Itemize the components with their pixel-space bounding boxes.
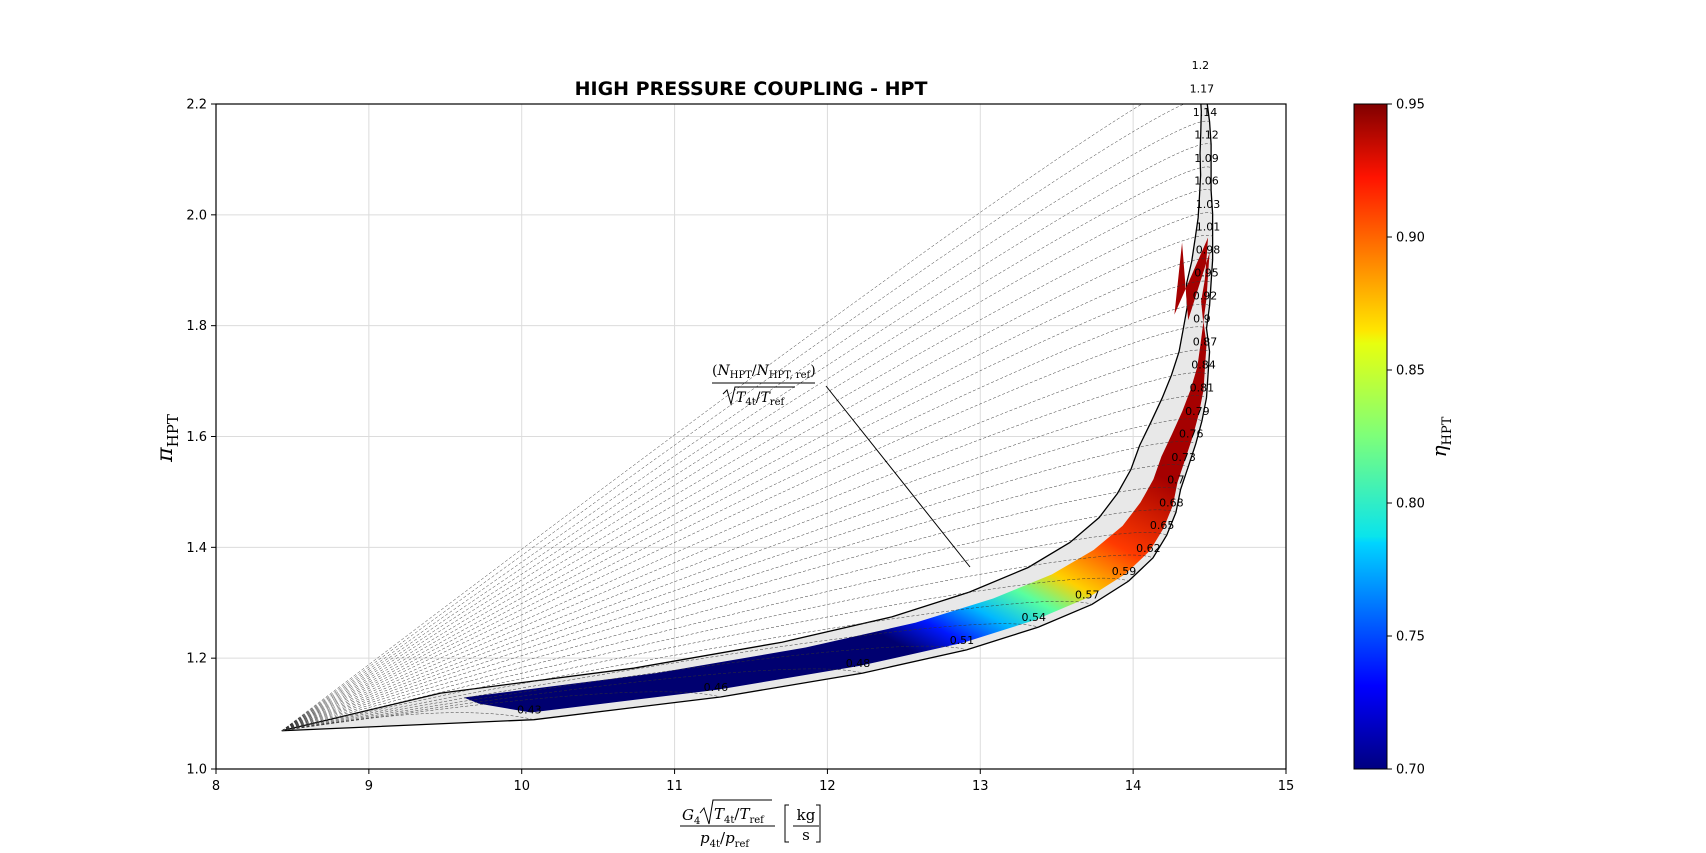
speed-line <box>281 532 1167 732</box>
speed-line <box>281 418 1203 731</box>
svg-text:πHPT: πHPT <box>153 414 182 463</box>
speed-line-label: 1.03 <box>1196 198 1221 211</box>
colorbar-tick-label: 0.80 <box>1396 497 1425 512</box>
speed-line <box>281 577 1129 732</box>
speed-line-label: 0.81 <box>1190 382 1215 395</box>
speed-line-labels: 0.43 0.46 0.48 0.51 0.54 0.57 0.59 0.62 0.65 0.68… <box>517 59 1220 716</box>
speed-line-label: 0.98 <box>1196 244 1221 257</box>
svg-text:(NHPT/NHPT, ref): (NHPT/NHPT, ref) <box>712 363 816 381</box>
x-tick-label: 14 <box>1125 779 1142 794</box>
x-tick-label: 11 <box>666 779 683 794</box>
x-tick-label: 13 <box>972 779 989 794</box>
chart-title: HIGH PRESSURE COUPLING - HPT <box>575 78 928 100</box>
speed-line <box>281 303 1210 731</box>
svg-text:ηHPT: ηHPT <box>1427 416 1455 457</box>
speed-line-label: 0.51 <box>950 634 975 647</box>
y-tick-label: 1.4 <box>186 541 207 556</box>
speed-line <box>281 668 863 732</box>
annotation-leader-line <box>825 385 971 568</box>
colorbar <box>1353 103 1388 770</box>
y-tick-label: 1.0 <box>186 763 207 778</box>
grid <box>215 103 1287 770</box>
svg-text:kg: kg <box>797 806 816 824</box>
speed-line-label: 0.68 <box>1159 496 1184 509</box>
speed-line-annotation: (NHPT/NHPT, ref) T4t/Tref <box>712 363 816 408</box>
x-tick-label: 12 <box>819 779 836 794</box>
speed-line-label: 0.46 <box>704 681 729 694</box>
speed-line-label: 0.65 <box>1150 519 1175 532</box>
speed-line <box>281 509 1177 732</box>
y-tick-label: 1.6 <box>186 430 207 445</box>
colorbar-tick-label: 0.90 <box>1396 231 1425 246</box>
speed-line-label: 0.9 <box>1193 312 1211 325</box>
speed-line <box>281 166 1212 731</box>
speed-line <box>281 326 1207 731</box>
speed-line-label: 1.01 <box>1196 220 1221 233</box>
colorbar-ticks: 0.70 0.75 0.80 0.85 0.90 0.95 <box>1387 98 1425 778</box>
speed-line-label: 0.84 <box>1191 358 1216 371</box>
y-tick-label: 2.2 <box>186 98 207 113</box>
x-tick-label: 15 <box>1278 779 1295 794</box>
speed-line <box>281 623 1039 732</box>
colorbar-tick-label: 0.95 <box>1396 98 1425 113</box>
svg-text:s: s <box>802 826 810 844</box>
colorbar-tick-label: 0.70 <box>1396 763 1425 778</box>
svg-text:p4t/pref: p4t/pref <box>700 829 750 850</box>
colorbar-tick-label: 0.85 <box>1396 364 1425 379</box>
speed-line <box>281 486 1181 732</box>
speed-line <box>281 143 1212 731</box>
x-tick-label: 8 <box>212 779 220 794</box>
speed-line-label: 1.2 <box>1192 59 1210 72</box>
svg-text:T4t/Tref: T4t/Tref <box>736 390 785 408</box>
speed-line <box>281 372 1209 731</box>
x-tick-label: 10 <box>513 779 530 794</box>
speed-line-label: 1.09 <box>1194 152 1219 165</box>
axis-ticks: 8 9 10 11 12 13 14 15 1.0 1.2 1.4 1.6 1.8 2.0 2.2 <box>186 98 1294 795</box>
speed-line-label: 0.43 <box>517 704 542 717</box>
y-axis-label: πHPT <box>153 414 182 463</box>
efficiency-contour-region <box>463 237 1210 713</box>
speed-line-label: 0.7 <box>1167 474 1185 487</box>
x-axis-label: G4 T4t/Tref p4t/pref kg s <box>680 799 821 850</box>
performance-map <box>281 104 1214 732</box>
speed-line-label: 0.59 <box>1112 565 1137 578</box>
speed-line <box>281 104 1185 731</box>
speed-line <box>281 349 1210 731</box>
speed-line-label: 1.12 <box>1194 128 1219 141</box>
speed-line-label: 1.17 <box>1190 82 1215 95</box>
speed-line <box>281 189 1212 731</box>
speed-line-label: 0.73 <box>1171 451 1196 464</box>
speed-line <box>281 280 1212 731</box>
speed-line-label: 0.57 <box>1075 588 1100 601</box>
speed-line-label: 1.14 <box>1193 106 1218 119</box>
speed-line <box>281 235 1213 731</box>
speed-line-label: 0.76 <box>1179 428 1204 441</box>
speed-line-label: 0.95 <box>1194 266 1219 279</box>
colorbar-tick-label: 0.75 <box>1396 630 1425 645</box>
speed-line <box>281 120 1210 731</box>
speed-line-label: 1.06 <box>1194 174 1219 187</box>
speed-line <box>281 212 1213 731</box>
speed-line-label: 0.92 <box>1193 290 1218 303</box>
x-tick-label: 9 <box>365 779 373 794</box>
speed-line <box>281 258 1213 731</box>
y-tick-label: 2.0 <box>186 208 207 223</box>
speed-line-label: 0.48 <box>846 657 871 670</box>
svg-text:T4t/Tref: T4t/Tref <box>714 805 765 826</box>
svg-text:G4: G4 <box>682 806 700 827</box>
speed-line <box>281 395 1207 731</box>
speed-line <box>281 645 967 732</box>
speed-line <box>281 554 1154 732</box>
speed-line-label: 0.87 <box>1193 336 1218 349</box>
speed-line-label: 0.62 <box>1136 542 1161 555</box>
speed-line-label: 0.79 <box>1185 405 1210 418</box>
y-tick-label: 1.2 <box>186 652 207 667</box>
speed-line-label: 0.54 <box>1022 611 1047 624</box>
colorbar-label: ηHPT <box>1427 416 1455 457</box>
speed-line <box>281 464 1189 731</box>
y-tick-label: 1.8 <box>186 319 207 334</box>
